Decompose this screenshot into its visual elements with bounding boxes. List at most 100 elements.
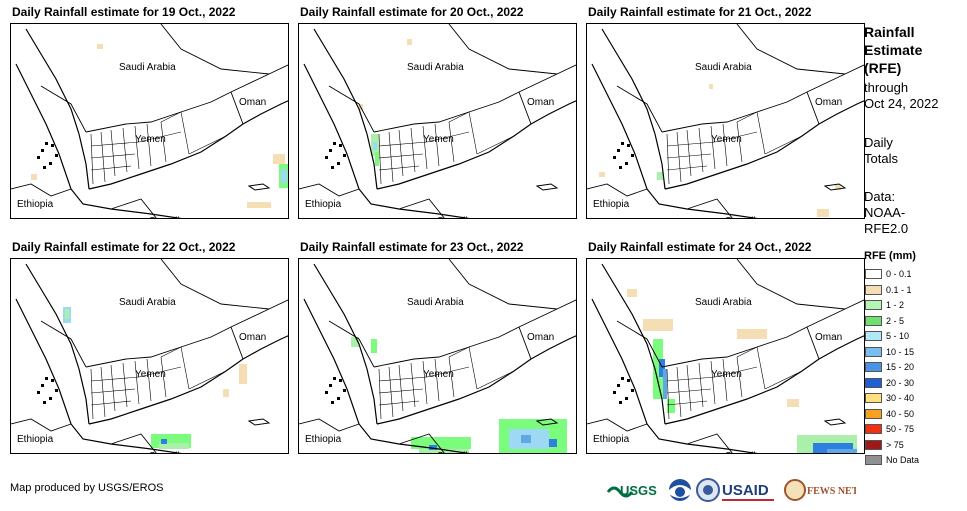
rainfall-cell [817, 209, 829, 217]
island [613, 391, 616, 394]
country-border [299, 183, 360, 197]
island [339, 144, 342, 147]
country-border [806, 64, 864, 93]
country-border [373, 91, 520, 133]
country-border [616, 85, 663, 133]
coastline [88, 358, 244, 425]
island [325, 156, 328, 159]
legend-swatch [865, 300, 882, 310]
rainfall-cell [373, 142, 377, 150]
coastline [664, 123, 820, 190]
rainfall-cell [411, 437, 471, 449]
island [613, 156, 616, 159]
coastline [242, 335, 288, 360]
island [45, 142, 48, 145]
map-label-saudi: Saudi Arabia [695, 297, 752, 308]
map-label-somalia: Somalia [437, 216, 473, 218]
coastline [601, 28, 666, 190]
country-border [448, 259, 558, 310]
panel-title: Daily Rainfall estimate for 22 Oct., 202… [12, 240, 236, 254]
legend-label: 10 - 15 [886, 346, 915, 357]
legend-label: No Data [886, 455, 920, 465]
legend-swatch [865, 393, 882, 403]
country-border [518, 64, 576, 93]
island [631, 389, 634, 392]
socotra-island [247, 418, 271, 426]
svg-text:FEWS NET: FEWS NET [807, 486, 856, 497]
yemen-governorates [90, 111, 227, 185]
legend-swatch [865, 362, 882, 372]
island [619, 166, 622, 169]
map-label-saudi: Saudi Arabia [119, 297, 176, 308]
country-border [448, 24, 558, 75]
island [337, 162, 340, 165]
map-frame: Saudi Arabia Oman Yemen Ethiopia Somalia [298, 23, 577, 219]
legend-swatch [865, 346, 882, 357]
rainfall-cell [549, 439, 557, 447]
yemen-governorates [378, 346, 515, 420]
legend-swatch [865, 455, 882, 465]
map-frame: Saudi Arabia Oman Yemen Ethiopia Somalia [586, 258, 865, 454]
map-label-saudi: Saudi Arabia [119, 62, 176, 73]
island [621, 142, 624, 145]
socotra-island [535, 183, 559, 191]
rainfall-cell [827, 449, 857, 453]
rainfall-cell [599, 172, 605, 177]
island [339, 379, 342, 382]
country-border [398, 433, 445, 453]
country-border [230, 91, 244, 125]
panel-title: Daily Rainfall estimate for 19 Oct., 202… [12, 5, 236, 19]
legend-title: RFE (mm) [864, 250, 916, 262]
island [49, 397, 52, 400]
country-border [110, 433, 157, 453]
country-border [40, 85, 87, 133]
legend-heading: Rainfall Estimate (RFE) [864, 24, 923, 76]
country-border [686, 433, 733, 453]
map-svg [11, 24, 288, 218]
island [617, 384, 620, 387]
country-border [587, 418, 648, 432]
country-border [40, 320, 87, 368]
map-frame: Saudi Arabia Oman Yemen Ethiopia Somalia [10, 23, 289, 219]
rainfall-cell [239, 364, 247, 384]
map-label-ethiopia: Ethiopia [305, 434, 342, 445]
coastline [376, 123, 532, 190]
map-label-yemen: Yemen [423, 369, 454, 380]
map-label-yemen: Yemen [135, 369, 166, 380]
coastline [818, 100, 864, 125]
country-border [518, 326, 532, 360]
island [333, 377, 336, 380]
rainfall-cell [813, 443, 853, 453]
legend-label: 20 - 30 [886, 377, 915, 388]
country-border [518, 299, 576, 328]
island [49, 162, 52, 165]
country-border [736, 259, 846, 310]
legend-label: 5 - 10 [886, 331, 910, 341]
legend-label: > 75 [886, 439, 904, 450]
map-label-yemen: Yemen [711, 134, 742, 145]
island [51, 144, 54, 147]
country-border [230, 326, 244, 360]
map-label-yemen: Yemen [423, 134, 454, 145]
map-frame: Saudi Arabia Oman Yemen Ethiopia Somalia [298, 258, 577, 454]
legend-swatch [865, 284, 882, 295]
coastline [88, 123, 244, 190]
coastline [25, 28, 90, 190]
island [37, 156, 40, 159]
yemen-governorates [378, 111, 515, 185]
coastline [530, 100, 576, 125]
map-label-somalia: Somalia [149, 451, 185, 453]
island [329, 149, 332, 152]
country-border [806, 91, 820, 125]
island [621, 377, 624, 380]
island [55, 154, 58, 157]
map-label-somalia: Somalia [725, 451, 761, 453]
country-border [398, 198, 445, 218]
rainfall-cell [407, 39, 412, 45]
map-label-ethiopia: Ethiopia [305, 199, 342, 210]
rainfall-cell [429, 445, 437, 450]
svg-text:USGS: USGS [620, 483, 657, 498]
country-border [85, 91, 232, 133]
aggregation-text: Daily Totals [864, 135, 898, 166]
rainfall-map-panel: Daily Rainfall estimate for 20 Oct., 202… [298, 5, 577, 219]
